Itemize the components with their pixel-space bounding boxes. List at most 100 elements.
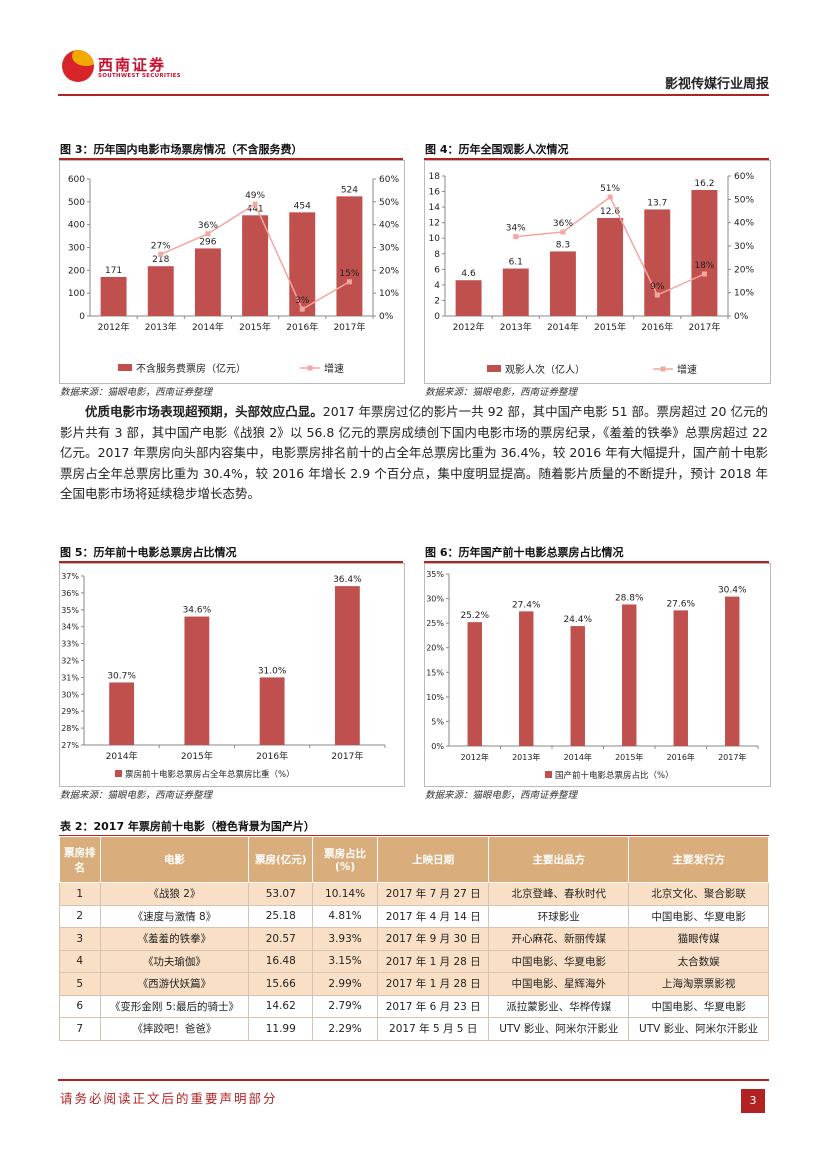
y2-tick-label: 10% [734, 289, 754, 299]
legend-bar-label: 观影人次（亿人） [505, 363, 585, 376]
cell-share: 2.99% [312, 972, 378, 996]
cell-rank: 7 [59, 1017, 101, 1041]
y2-tick-label: 40% [379, 221, 399, 231]
table-row: 7 《摔跤吧！爸爸》 11.99 2.29% 2017 年 5 月 5 日 UTV 影业、… [59, 1017, 769, 1041]
table-row: 2 《速度与激情 8》 25.18 4.81% 2017 年 4 月 14 日环球影业中… [59, 904, 769, 928]
growth-marker [252, 201, 258, 207]
y2-tick-label: 10% [379, 289, 399, 299]
top10-table: 票房排名 电影 票房(亿元) 票房占比(%) 上映日期 主要出品方 主要发行方 … [59, 836, 769, 1041]
bar [184, 616, 210, 745]
cell-share: 4.81% [312, 904, 378, 928]
legend-line-marker [660, 366, 666, 372]
fig6-chart: 0% 5% 10% 15% 20% 25% 30% 35% 2012年 25.2% 2013年 27.… [424, 563, 771, 787]
bar-data-label: 27.6% [666, 599, 695, 609]
fig4-chart: 0 2 4 6 8 10 12 14 16 18 0% 10% 20% 30% 40% 50% 60% 2012年… [424, 160, 771, 384]
fig3-chart: 0 100 200 300 400 500 600 0% 10% 20% 30% 40% 50% 60% 2… [59, 160, 405, 384]
table-row: 5 《西游伏妖篇》 15.66 2.99% 2017 年 1 月 28 日中国电影、星辉… [59, 972, 769, 996]
fig5-svg: 27% 28% 29% 30% 31% 32% 33% 34% 35% 36% 37% 2014年 30… [61, 572, 386, 780]
cell-distributor: 中国电影、华夏电影 [628, 994, 769, 1018]
growth-data-label: 36% [553, 219, 573, 229]
bar-data-label: 30.4% [718, 586, 747, 596]
y-tick-label: 100 [68, 289, 85, 299]
bar [109, 682, 135, 745]
x-tick-label: 2017年 [688, 321, 720, 333]
x-tick-label: 2017年 [331, 750, 363, 762]
bar-data-label: 16.2 [694, 179, 714, 189]
y-tick-label: 4 [434, 281, 440, 291]
cell-rank: 6 [59, 994, 101, 1018]
bar-data-label: 441 [246, 204, 263, 214]
y-tick-label: 20% [426, 644, 444, 653]
y-tick-label: 500 [68, 198, 85, 208]
x-tick-label: 2014年 [192, 321, 224, 333]
page-number: 3 [741, 1089, 765, 1113]
table-row: 4 《功夫瑜伽》 16.48 3.15% 2017 年 1 月 28 日中国电影、华夏电… [59, 949, 769, 973]
header-divider [58, 94, 769, 96]
bar [691, 190, 718, 316]
y-tick-label: 300 [68, 244, 85, 254]
cell-distributor: 北京文化、聚合影联 [628, 882, 769, 906]
cell-date: 2017 年 5 月 5 日 [376, 1017, 490, 1041]
fig5-title-rule [59, 561, 403, 563]
bar-data-label: 36.4% [333, 575, 362, 585]
y2-tick-label: 0% [379, 312, 394, 322]
cell-producer: 中国电影、星辉海外 [488, 972, 630, 996]
cell-share: 3.15% [312, 949, 378, 973]
fig6-title-rule [424, 561, 769, 563]
growth-marker [346, 279, 352, 285]
cell-date: 2017 年 7 月 27 日 [376, 882, 490, 906]
growth-marker [158, 251, 164, 257]
cell-share: 2.79% [312, 994, 378, 1018]
growth-marker [701, 271, 707, 277]
cell-film: 《羞羞的铁拳》 [99, 927, 250, 951]
cell-producer: 开心麻花、新丽传媒 [488, 927, 630, 951]
y-tick-label: 15% [426, 668, 444, 677]
cell-box: 25.18 [248, 904, 314, 928]
fig5-source: 数据来源：猫眼电影，西南证券整理 [60, 790, 213, 801]
x-tick-label: 2014年 [564, 752, 592, 762]
cell-share: 2.29% [312, 1017, 378, 1041]
cell-rank: 1 [59, 882, 101, 906]
x-tick-label: 2012年 [461, 752, 489, 762]
y-tick-label: 29% [61, 707, 79, 716]
cell-distributor: 猫眼传媒 [628, 927, 769, 951]
growth-data-label: 9% [650, 282, 665, 292]
bar [519, 611, 534, 746]
x-tick-label: 2013年 [512, 752, 540, 762]
growth-marker [205, 231, 211, 237]
col-header-distributor: 主要发行方 [628, 836, 769, 883]
growth-data-label: 15% [339, 269, 359, 279]
legend-bar-swatch [115, 770, 122, 777]
bar [570, 626, 585, 746]
y-tick-label: 8 [434, 250, 440, 260]
y2-tick-label: 50% [379, 198, 399, 208]
cell-film: 《速度与激情 8》 [99, 904, 250, 928]
cell-share: 10.14% [312, 882, 378, 906]
fig4-source: 数据来源：猫眼电影，西南证券整理 [425, 387, 578, 398]
x-tick-label: 2014年 [106, 750, 138, 762]
cell-box: 20.57 [248, 927, 314, 951]
paragraph-body: 2017 年票房过亿的影片一共 92 部，其中国产电影 51 部。票房超过 20… [60, 404, 769, 501]
cell-box: 16.48 [248, 949, 314, 973]
report-type: 影视传媒行业周报 [664, 77, 769, 92]
x-tick-label: 2015年 [615, 752, 643, 762]
x-tick-label: 2016年 [641, 321, 673, 333]
x-tick-label: 2013年 [145, 321, 177, 333]
y2-tick-label: 60% [379, 175, 399, 185]
col-header-producer: 主要出品方 [488, 836, 630, 883]
legend-bar-label: 国产前十电影总票房占比（%） [555, 770, 674, 781]
table-header-row: 票房排名 电影 票房(亿元) 票房占比(%) 上映日期 主要出品方 主要发行方 [59, 836, 769, 883]
cell-rank: 5 [59, 972, 101, 996]
x-tick-label: 2015年 [181, 750, 213, 762]
bar [259, 677, 285, 745]
growth-data-label: 36% [198, 221, 218, 231]
cell-film: 《功夫瑜伽》 [99, 949, 250, 973]
cell-date: 2017 年 6 月 23 日 [376, 994, 490, 1018]
y-tick-label: 16 [429, 188, 441, 198]
fig3-title: 图 3：历年国内电影市场票房情况（不含服务费） [60, 143, 303, 156]
footer-disclaimer: 请务必阅读正文后的重要声明部分 [60, 1091, 278, 1106]
bar [549, 251, 576, 316]
cell-distributor: UTV 影业、阿米尔汗影业 [628, 1017, 769, 1041]
cell-date: 2017 年 4 月 14 日 [376, 904, 490, 928]
bar-data-label: 34.6% [183, 606, 212, 616]
